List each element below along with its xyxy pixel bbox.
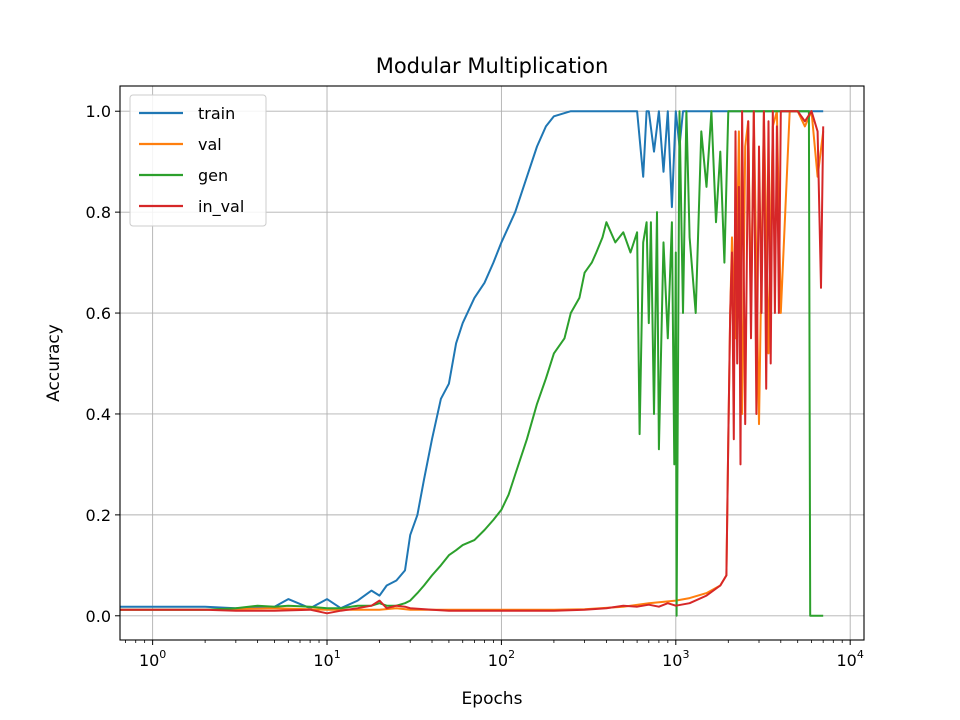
axis-ticks: 0.0 0.2 0.4 0.6 0.8 1.0 100 101 102 103 104 xyxy=(86,102,864,670)
y-tick-label: 0.2 xyxy=(86,506,111,525)
chart-title: Modular Multiplication xyxy=(376,54,609,78)
y-tick-label: 0.4 xyxy=(86,405,111,424)
legend-box xyxy=(129,94,267,227)
x-tick-label: 102 xyxy=(488,648,515,670)
legend: train val gen in_val xyxy=(129,94,267,227)
legend-label-train: train xyxy=(198,104,235,123)
y-tick-label: 1.0 xyxy=(86,102,111,121)
x-tick-label: 104 xyxy=(837,648,864,670)
y-tick-label: 0.0 xyxy=(86,607,111,626)
legend-label-gen: gen xyxy=(198,166,228,185)
plot-frame xyxy=(119,85,865,641)
series-lines xyxy=(120,110,825,617)
x-tick-label: 100 xyxy=(139,648,166,670)
y-axis-label: Accuracy xyxy=(44,324,64,402)
legend-label-in-val: in_val xyxy=(198,197,244,217)
series-line-in-val xyxy=(120,110,825,615)
y-tick-label: 0.6 xyxy=(86,304,111,323)
x-axis-label: Epochs xyxy=(462,689,523,709)
y-tick-label: 0.8 xyxy=(86,203,111,222)
legend-label-val: val xyxy=(198,135,222,154)
x-tick-label: 103 xyxy=(662,648,689,670)
x-tick-label: 101 xyxy=(313,648,340,670)
